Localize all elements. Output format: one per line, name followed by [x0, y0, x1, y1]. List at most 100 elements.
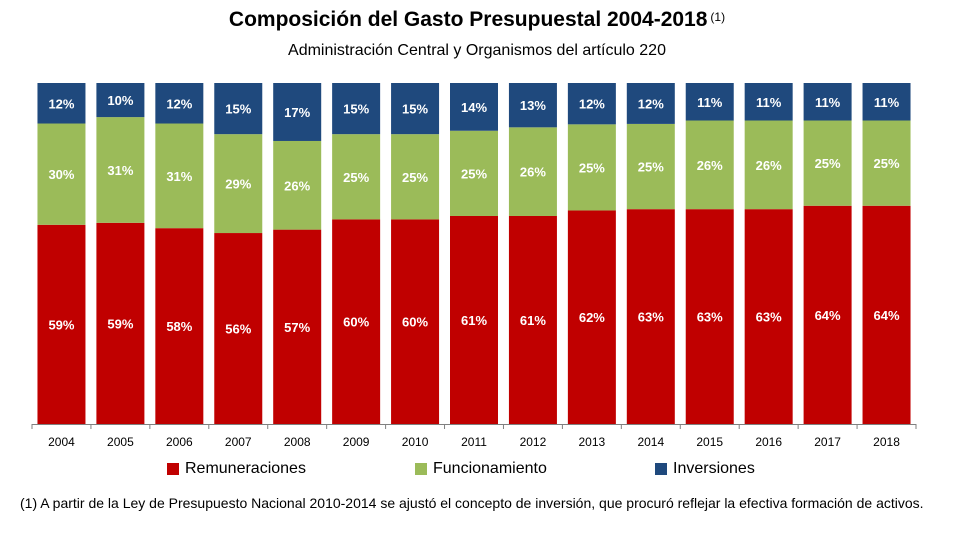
- bar-remuneraciones-2010: [391, 219, 440, 424]
- data-label-inversiones-2018: 11%: [874, 95, 900, 110]
- bar-inversiones-2012: [508, 83, 557, 128]
- bar-inversiones-2011: [450, 83, 498, 131]
- bar-funcionamiento-2008: [273, 140, 322, 230]
- bar-inversiones-2009: [332, 83, 381, 135]
- x-tick-label-2011: 2011: [461, 435, 487, 449]
- data-label-funcionamiento-2006: 31%: [166, 169, 192, 184]
- legend-label: Remuneraciones: [185, 460, 306, 477]
- bar-remuneraciones-2005: [96, 222, 145, 424]
- data-label-inversiones-2006: 12%: [166, 96, 192, 111]
- data-label-funcionamiento-2005: 31%: [107, 163, 133, 178]
- bar-inversiones-2005: [96, 83, 145, 118]
- data-label-remuneraciones-2012: 61%: [520, 313, 546, 328]
- data-label-funcionamiento-2009: 25%: [343, 170, 369, 185]
- bar-remuneraciones-2012: [508, 215, 557, 424]
- legend-label: Funcionamiento: [433, 460, 547, 477]
- data-label-funcionamiento-2017: 25%: [815, 156, 841, 171]
- data-label-inversiones-2015: 11%: [697, 95, 723, 110]
- bar-remuneraciones-2013: [567, 210, 616, 424]
- legend-swatch: [415, 463, 427, 475]
- data-label-funcionamiento-2015: 26%: [697, 158, 723, 173]
- bar-funcionamiento-2016: [744, 120, 793, 210]
- data-label-remuneraciones-2015: 63%: [697, 310, 723, 325]
- bar-funcionamiento-2018: [862, 120, 911, 206]
- bar-remuneraciones-2014: [626, 209, 675, 424]
- data-label-funcionamiento-2012: 26%: [520, 165, 546, 180]
- bar-funcionamiento-2011: [450, 130, 498, 216]
- bar-remuneraciones-2015: [685, 209, 734, 424]
- data-label-remuneraciones-2004: 59%: [48, 317, 74, 332]
- bar-inversiones-2008: [273, 83, 322, 141]
- data-label-remuneraciones-2006: 58%: [166, 319, 192, 334]
- x-tick-label-2018: 2018: [873, 435, 900, 449]
- x-tick-label-2009: 2009: [343, 435, 370, 449]
- data-label-funcionamiento-2011: 25%: [461, 166, 487, 181]
- bar-remuneraciones-2017: [803, 205, 852, 424]
- x-tick-label-2015: 2015: [696, 435, 723, 449]
- data-label-remuneraciones-2013: 62%: [579, 310, 605, 325]
- bar-remuneraciones-2006: [155, 228, 204, 424]
- bar-inversiones-2006: [155, 83, 204, 124]
- stacked-bar-chart: 59% 30% 12% 2004 59% 31% 10% 2005 58% 31% 12% 2006 5…: [31, 83, 917, 449]
- data-label-funcionamiento-2007: 29%: [225, 177, 251, 192]
- x-tick-label-2006: 2006: [166, 435, 193, 449]
- data-label-funcionamiento-2018: 25%: [874, 156, 900, 171]
- data-label-remuneraciones-2016: 63%: [756, 310, 782, 325]
- footnote: (1) A partir de la Ley de Presupuesto Na…: [20, 495, 924, 511]
- bar-remuneraciones-2007: [214, 233, 263, 424]
- chart-title: Composición del Gasto Presupuestal 2004-…: [0, 8, 954, 32]
- bar-remuneraciones-2004: [37, 224, 86, 424]
- data-label-inversiones-2004: 12%: [48, 96, 74, 111]
- legend-item-funcionamiento: Funcionamiento: [415, 460, 547, 478]
- bar-funcionamiento-2005: [96, 117, 145, 223]
- legend-swatch: [167, 463, 179, 475]
- data-label-inversiones-2005: 10%: [107, 93, 133, 108]
- bar-funcionamiento-2013: [567, 124, 616, 211]
- bar-remuneraciones-2009: [332, 219, 381, 424]
- x-tick-label-2005: 2005: [107, 435, 134, 449]
- bar-remuneraciones-2016: [744, 209, 793, 424]
- x-tick-label-2012: 2012: [520, 435, 547, 449]
- data-label-inversiones-2016: 11%: [756, 95, 782, 110]
- legend-item-remuneraciones: Remuneraciones: [167, 460, 306, 478]
- chart-subtitle: Administración Central y Organismos del …: [288, 42, 666, 59]
- legend-swatch: [655, 463, 667, 475]
- legend-item-inversiones: Inversiones: [655, 460, 755, 478]
- x-tick-label-2014: 2014: [637, 435, 664, 449]
- x-tick-label-2013: 2013: [579, 435, 606, 449]
- data-label-funcionamiento-2014: 25%: [638, 160, 664, 175]
- bar-funcionamiento-2006: [155, 123, 204, 229]
- x-tick-label-2010: 2010: [402, 435, 429, 449]
- chart-title-text: Composición del Gasto Presupuestal 2004-…: [228, 8, 708, 31]
- bar-funcionamiento-2010: [391, 134, 440, 220]
- x-tick-label-2017: 2017: [814, 435, 841, 449]
- bar-funcionamiento-2007: [214, 134, 263, 234]
- bar-inversiones-2016: [744, 83, 793, 121]
- data-label-remuneraciones-2011: 61%: [461, 313, 487, 328]
- x-tick-label-2008: 2008: [284, 435, 311, 449]
- data-label-inversiones-2017: 11%: [815, 95, 841, 110]
- bar-inversiones-2007: [214, 83, 263, 135]
- data-label-funcionamiento-2016: 26%: [756, 158, 782, 173]
- bar-funcionamiento-2017: [803, 120, 852, 206]
- data-label-remuneraciones-2007: 56%: [225, 322, 251, 337]
- x-tick-label-2007: 2007: [225, 435, 252, 449]
- data-label-remuneraciones-2014: 63%: [638, 310, 664, 325]
- data-label-inversiones-2011: 14%: [461, 100, 487, 115]
- bar-remuneraciones-2008: [273, 229, 322, 424]
- data-label-inversiones-2014: 12%: [638, 96, 664, 111]
- bar-remuneraciones-2011: [450, 215, 498, 424]
- data-label-inversiones-2013: 12%: [579, 97, 605, 112]
- data-label-inversiones-2009: 15%: [343, 102, 369, 117]
- data-label-inversiones-2008: 17%: [284, 105, 310, 120]
- bar-funcionamiento-2015: [685, 120, 734, 210]
- bar-funcionamiento-2014: [626, 123, 675, 210]
- data-label-inversiones-2007: 15%: [225, 102, 251, 117]
- bar-remuneraciones-2018: [862, 205, 911, 424]
- bar-funcionamiento-2009: [332, 134, 381, 220]
- chart-legend: Remuneraciones Funcionamiento Inversiones: [0, 460, 954, 482]
- chart-title-note: (1): [710, 10, 726, 24]
- data-label-funcionamiento-2008: 26%: [284, 178, 310, 193]
- data-label-funcionamiento-2004: 30%: [48, 167, 74, 182]
- bar-inversiones-2010: [391, 83, 440, 135]
